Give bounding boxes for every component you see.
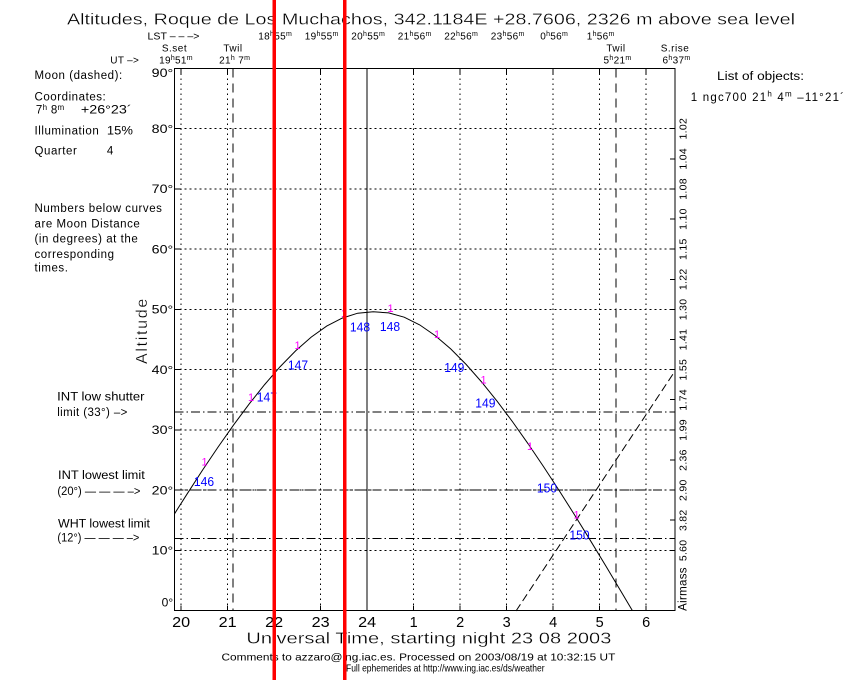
svg-text:1: 1 <box>434 329 440 341</box>
svg-text:1: 1 <box>573 510 579 522</box>
svg-text:Full ephemerides at http://www: Full ephemerides at http://www.ing.iac.e… <box>346 663 545 675</box>
svg-text:1: 1 <box>410 615 418 631</box>
svg-text:2.90: 2.90 <box>678 479 690 501</box>
svg-text:INT lowest limit: INT lowest limit <box>58 470 146 482</box>
svg-text:50°: 50° <box>152 305 174 317</box>
svg-text:1: 1 <box>480 375 486 387</box>
svg-text:7h 8m: 7h 8m <box>36 103 65 117</box>
svg-text:2: 2 <box>456 615 464 631</box>
svg-text:20°: 20° <box>152 485 174 497</box>
svg-text:INT low shutter: INT low shutter <box>57 392 144 404</box>
svg-text:3: 3 <box>503 615 511 631</box>
svg-text:20: 20 <box>172 615 190 631</box>
svg-text:1h56m: 1h56m <box>587 31 615 43</box>
svg-text:21h 7m: 21h 7m <box>219 55 250 67</box>
svg-text:4: 4 <box>107 146 114 158</box>
svg-text:1: 1 <box>248 392 254 404</box>
svg-text:80°: 80° <box>152 124 174 136</box>
svg-text:Twil: Twil <box>606 44 625 55</box>
svg-text:21h56m: 21h56m <box>398 31 432 43</box>
svg-text:30°: 30° <box>152 425 174 437</box>
svg-text:23: 23 <box>312 615 330 631</box>
svg-text:LST – – –>: LST – – –> <box>148 32 200 43</box>
svg-text:1.55: 1.55 <box>678 359 690 381</box>
svg-text:149: 149 <box>475 396 495 411</box>
svg-text:1.08: 1.08 <box>678 178 690 200</box>
svg-text:1.10: 1.10 <box>678 208 690 230</box>
svg-text:5: 5 <box>596 615 604 631</box>
svg-text:1: 1 <box>387 303 393 315</box>
svg-text:6h37m: 6h37m <box>663 55 691 67</box>
svg-text:1.02: 1.02 <box>678 118 690 140</box>
svg-text:5.60: 5.60 <box>678 540 690 562</box>
svg-text:Altitudes, Roque de Los Muchac: Altitudes, Roque de Los Muchachos, 342.1… <box>67 11 795 28</box>
svg-text:Comments to azzaro@ing.iac.es.: Comments to azzaro@ing.iac.es. Processed… <box>222 652 616 664</box>
svg-text:Moon (dashed):: Moon (dashed): <box>35 70 123 82</box>
svg-text:150: 150 <box>569 528 589 543</box>
svg-text:146: 146 <box>194 474 214 489</box>
svg-text:(in degrees) at the: (in degrees) at the <box>35 234 139 246</box>
svg-text:70°: 70° <box>152 184 174 196</box>
svg-text:(20°) — — — –>: (20°) — — — –> <box>57 486 140 498</box>
svg-text:List of objects:: List of objects: <box>717 71 804 83</box>
svg-text:149: 149 <box>444 360 464 375</box>
svg-text:S.rise: S.rise <box>661 44 690 55</box>
svg-text:1: 1 <box>527 441 533 453</box>
svg-text:90°: 90° <box>152 68 174 80</box>
svg-text:21: 21 <box>219 615 237 631</box>
svg-text:147: 147 <box>288 358 308 373</box>
svg-text:times.: times. <box>35 262 69 274</box>
svg-text:0h56m: 0h56m <box>540 31 568 43</box>
svg-text:S.set: S.set <box>162 44 187 55</box>
svg-text:148: 148 <box>350 320 370 335</box>
svg-text:UT –>: UT –> <box>110 56 139 67</box>
svg-text:1.99: 1.99 <box>678 419 690 441</box>
svg-text:1.22: 1.22 <box>678 268 690 290</box>
svg-text:147: 147 <box>257 389 277 404</box>
svg-text:1.41: 1.41 <box>678 329 690 351</box>
svg-text:corresponding: corresponding <box>35 249 115 261</box>
svg-text:are Moon Distance: are Moon Distance <box>35 218 141 230</box>
svg-text:1.15: 1.15 <box>678 238 690 260</box>
svg-text:6: 6 <box>642 615 650 631</box>
svg-text:Altitude: Altitude <box>134 297 151 364</box>
svg-text:Airmass: Airmass <box>678 567 690 611</box>
svg-text:1: 1 <box>201 457 207 469</box>
svg-text:limit (33°) –>: limit (33°) –> <box>57 407 128 419</box>
svg-text:10°: 10° <box>152 546 174 558</box>
svg-text:Numbers below curves: Numbers below curves <box>35 203 163 215</box>
svg-text:Universal Time, starting night: Universal Time, starting night 23 08 200… <box>246 631 611 648</box>
svg-text:4: 4 <box>549 615 557 631</box>
svg-text:Illumination: Illumination <box>35 125 100 137</box>
svg-text:WHT lowest limit: WHT lowest limit <box>58 519 151 531</box>
svg-text:15%: 15% <box>107 125 133 137</box>
svg-text:20h55m: 20h55m <box>351 31 385 43</box>
svg-text:22h56m: 22h56m <box>444 31 478 43</box>
svg-text:3.82: 3.82 <box>678 509 690 531</box>
svg-text:(12°) — — — –>: (12°) — — — –> <box>57 533 139 545</box>
svg-text:+26°23´: +26°23´ <box>81 105 132 117</box>
svg-text:19h51m: 19h51m <box>159 55 193 67</box>
svg-text:24: 24 <box>358 615 376 631</box>
svg-text:Quarter: Quarter <box>35 146 78 158</box>
svg-text:Coordinates:: Coordinates: <box>35 91 107 103</box>
svg-text:5h21m: 5h21m <box>604 55 632 67</box>
svg-text:40°: 40° <box>152 365 174 377</box>
svg-text:19h55m: 19h55m <box>305 31 339 43</box>
svg-text:1.04: 1.04 <box>678 148 690 170</box>
svg-text:2.36: 2.36 <box>678 449 690 471</box>
svg-text:148: 148 <box>380 319 400 334</box>
svg-text:1.74: 1.74 <box>678 389 690 411</box>
svg-text:Twil: Twil <box>223 44 242 55</box>
svg-text:1.30: 1.30 <box>678 299 690 321</box>
svg-text:60°: 60° <box>152 244 174 256</box>
svg-text:0°: 0° <box>162 598 174 610</box>
svg-text:150: 150 <box>537 481 557 496</box>
svg-text:23h56m: 23h56m <box>491 31 525 43</box>
svg-text:1 ngc700 21h 4m –11°21´: 1 ngc700 21h 4m –11°21´ <box>691 90 845 105</box>
svg-text:1: 1 <box>294 340 300 352</box>
